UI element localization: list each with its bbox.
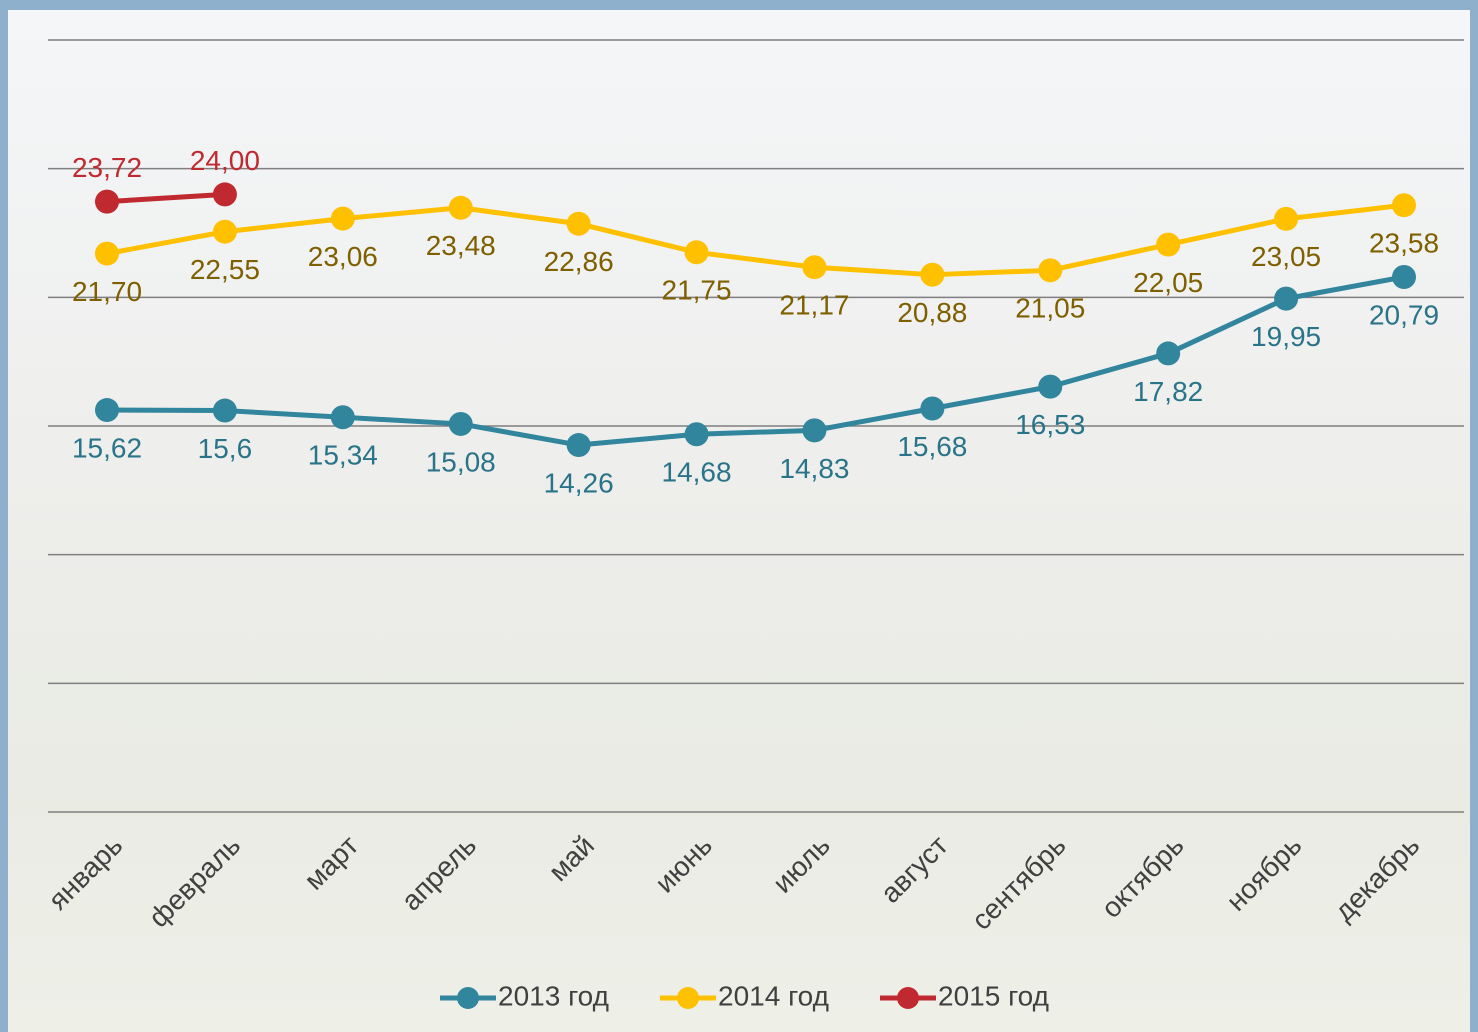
legend-marker (897, 987, 919, 1009)
data-label: 23,72 (72, 152, 142, 183)
data-label: 20,88 (897, 297, 967, 328)
data-label: 22,86 (544, 246, 614, 277)
data-label: 23,05 (1251, 241, 1321, 272)
legend-label: 2013 год (498, 980, 609, 1011)
point (567, 212, 591, 236)
point (1392, 193, 1416, 217)
data-label: 24,00 (190, 145, 260, 176)
data-label: 14,68 (662, 457, 732, 488)
data-label: 19,95 (1251, 321, 1321, 352)
legend-label: 2015 год (938, 980, 1049, 1011)
chart: январьфевральмартапрельмайиюньиюльавгуст… (0, 0, 1478, 1032)
point (213, 182, 237, 206)
point (1038, 258, 1062, 282)
point (449, 412, 473, 436)
data-label: 15,68 (897, 431, 967, 462)
data-label: 16,53 (1015, 409, 1085, 440)
point (1392, 265, 1416, 289)
data-label: 23,58 (1369, 228, 1439, 259)
data-label: 15,62 (72, 432, 142, 463)
point (920, 263, 944, 287)
point (685, 240, 709, 264)
point (920, 397, 944, 421)
point (331, 207, 355, 231)
point (802, 418, 826, 442)
point (1038, 375, 1062, 399)
data-label: 14,26 (544, 467, 614, 498)
point (213, 220, 237, 244)
data-label: 21,05 (1015, 293, 1085, 324)
data-label: 17,82 (1133, 376, 1203, 407)
data-label: 15,08 (426, 446, 496, 477)
point (1156, 341, 1180, 365)
data-label: 23,48 (426, 230, 496, 261)
point (802, 255, 826, 279)
point (685, 422, 709, 446)
data-label: 15,6 (198, 433, 253, 464)
point (95, 190, 119, 214)
point (95, 398, 119, 422)
data-label: 15,34 (308, 440, 378, 471)
point (567, 433, 591, 457)
point (1274, 207, 1298, 231)
point (449, 196, 473, 220)
data-label: 23,06 (308, 241, 378, 272)
legend-marker (457, 987, 479, 1009)
data-label: 21,75 (662, 275, 732, 306)
legend-marker (677, 987, 699, 1009)
data-label: 22,55 (190, 254, 260, 285)
legend-label: 2014 год (718, 980, 829, 1011)
data-label: 21,17 (779, 290, 849, 321)
data-label: 14,83 (779, 453, 849, 484)
point (1156, 233, 1180, 257)
point (1274, 287, 1298, 311)
point (213, 399, 237, 423)
data-label: 20,79 (1369, 299, 1439, 330)
point (331, 405, 355, 429)
data-label: 22,05 (1133, 267, 1203, 298)
data-label: 21,70 (72, 276, 142, 307)
point (95, 242, 119, 266)
